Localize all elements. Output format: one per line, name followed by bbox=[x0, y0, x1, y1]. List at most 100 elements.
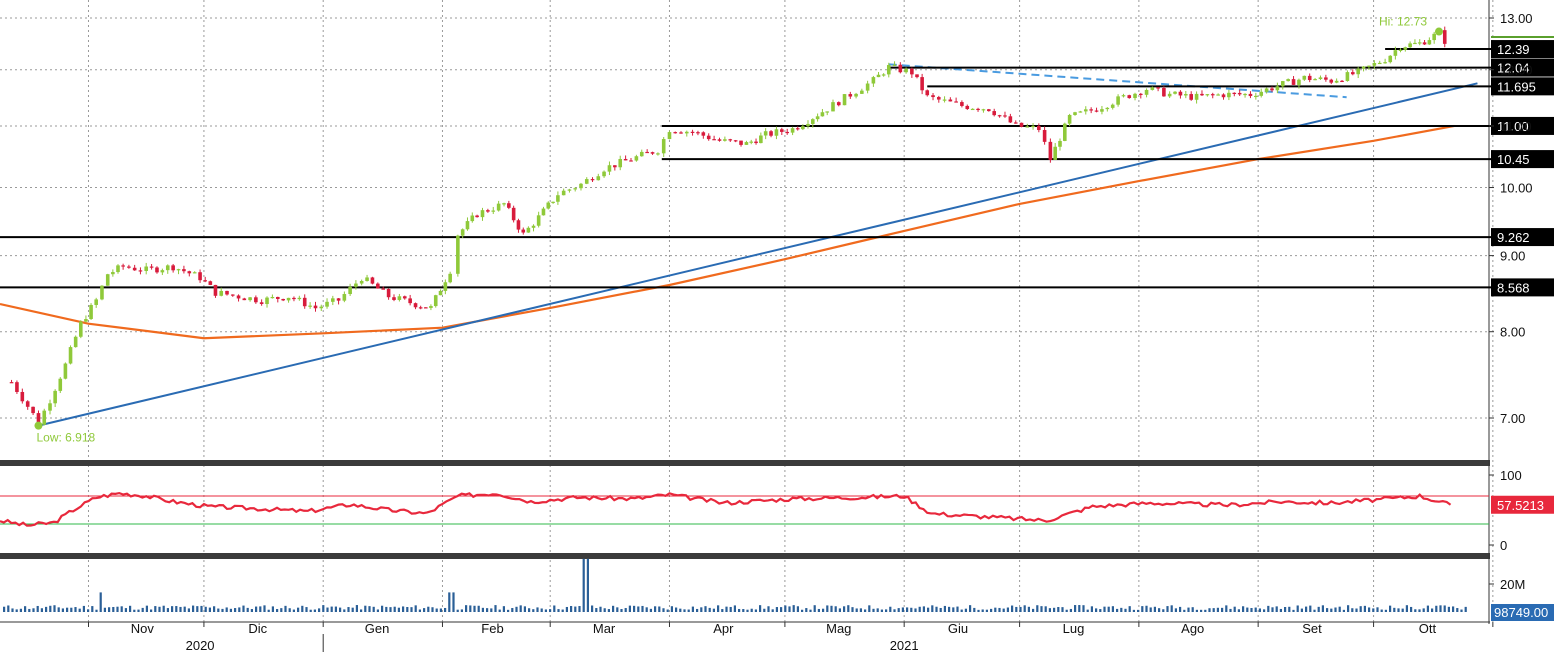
volume-bar bbox=[1321, 605, 1324, 612]
volume-bar bbox=[1107, 606, 1110, 612]
volume-bar bbox=[1200, 609, 1203, 612]
volume-bar bbox=[876, 608, 879, 612]
volume-bar bbox=[103, 607, 106, 612]
candle-body bbox=[1243, 93, 1247, 96]
volume-bar bbox=[570, 605, 573, 612]
volume-bar bbox=[465, 605, 468, 612]
level-tag-label: 11.695 bbox=[1497, 79, 1536, 94]
volume-bar bbox=[284, 605, 287, 612]
volume-bar bbox=[1053, 607, 1056, 612]
candle-body bbox=[842, 94, 847, 106]
volume-bar bbox=[1208, 608, 1211, 612]
volume-bar bbox=[1426, 605, 1429, 612]
candle-body bbox=[460, 229, 465, 236]
candle-body bbox=[448, 273, 452, 283]
volume-bar bbox=[355, 605, 358, 612]
candle-body bbox=[1291, 79, 1296, 85]
candle-body bbox=[871, 77, 876, 84]
candle-body bbox=[1042, 130, 1047, 142]
x-month-label: Nov bbox=[131, 621, 155, 636]
rsi-tick-label: 100 bbox=[1500, 468, 1522, 483]
candle-body bbox=[230, 294, 235, 296]
y-axis: 13.00 12.00 11.00 10.00 9.00 8.00 7.00 bbox=[1489, 11, 1533, 426]
volume-bar bbox=[847, 605, 850, 612]
volume-bar bbox=[448, 592, 451, 612]
volume-bar bbox=[855, 608, 858, 612]
volume-bar bbox=[179, 606, 182, 612]
candle-body bbox=[1227, 92, 1231, 98]
candle-body bbox=[1058, 140, 1062, 147]
candle-body bbox=[381, 288, 386, 290]
trendline-layer bbox=[38, 63, 1478, 427]
panel-divider-rsi[interactable] bbox=[0, 460, 1490, 466]
candle-body bbox=[496, 203, 501, 211]
volume-bar bbox=[343, 609, 346, 612]
volume-bar bbox=[607, 609, 610, 612]
volume-bar bbox=[1183, 609, 1186, 612]
candle-body bbox=[265, 297, 269, 305]
x-month-label: Lug bbox=[1063, 621, 1085, 636]
volume-bar bbox=[574, 606, 577, 612]
volume-bar bbox=[322, 605, 325, 612]
candle-body bbox=[925, 90, 930, 96]
volume-bar bbox=[763, 608, 766, 612]
candle-body bbox=[590, 179, 595, 181]
volume-bar bbox=[95, 609, 98, 612]
candle-body bbox=[645, 151, 649, 154]
volume-bar bbox=[263, 605, 266, 612]
volume-bar bbox=[351, 607, 354, 612]
candle-body bbox=[359, 281, 364, 284]
volume-bar bbox=[255, 606, 258, 612]
volume-bar bbox=[561, 609, 564, 612]
volume-bar bbox=[1397, 608, 1400, 612]
volume-bar bbox=[410, 607, 413, 612]
volume-bar bbox=[460, 609, 463, 612]
volume-bar bbox=[838, 608, 841, 612]
volume-bar bbox=[74, 607, 77, 612]
candle-body bbox=[541, 208, 546, 216]
volume-bar bbox=[1351, 608, 1354, 612]
candle-body bbox=[94, 299, 98, 305]
candle-body bbox=[854, 93, 858, 97]
candle-body bbox=[531, 225, 536, 228]
candle-body bbox=[376, 283, 380, 289]
y-tick-label: 12.00 bbox=[1500, 63, 1533, 78]
volume-bar bbox=[780, 607, 783, 612]
candle-body bbox=[892, 64, 897, 66]
volume-bar bbox=[175, 606, 178, 612]
volume-bar bbox=[1212, 608, 1215, 612]
volume-bar bbox=[1048, 608, 1051, 612]
volume-bar bbox=[1389, 605, 1392, 612]
candle-body bbox=[836, 102, 841, 106]
volume-bar bbox=[725, 606, 728, 612]
volume-bar bbox=[234, 608, 237, 612]
volume-last-tag bbox=[1491, 604, 1554, 621]
candle-body bbox=[275, 296, 280, 299]
volume-bar bbox=[889, 606, 892, 612]
candle-body bbox=[1237, 92, 1242, 95]
volume-bar bbox=[481, 607, 484, 612]
volume-bar bbox=[733, 605, 736, 612]
panel-divider-volume[interactable] bbox=[0, 553, 1490, 559]
candle-body bbox=[596, 176, 601, 181]
x-month-label: Apr bbox=[713, 621, 734, 636]
rsi-line bbox=[0, 491, 1452, 527]
volume-bar bbox=[1284, 606, 1287, 612]
volume-bar bbox=[166, 608, 169, 612]
volume-bar bbox=[1095, 608, 1098, 612]
candle-body bbox=[763, 131, 768, 136]
candle-body bbox=[480, 210, 485, 218]
level-tag-label: 8.568 bbox=[1497, 280, 1530, 295]
volume-bar bbox=[973, 607, 976, 612]
candle-body bbox=[1361, 66, 1366, 69]
candle-body bbox=[259, 302, 264, 305]
volume-bar bbox=[683, 609, 686, 612]
candle-body bbox=[248, 297, 252, 301]
candle-body bbox=[365, 277, 369, 282]
volume-bar bbox=[360, 609, 363, 612]
volume-bar bbox=[628, 605, 631, 612]
candle-body bbox=[1150, 87, 1155, 90]
volume-bar bbox=[1275, 606, 1278, 612]
candle-body bbox=[801, 126, 805, 130]
volume-bar bbox=[1309, 605, 1312, 612]
